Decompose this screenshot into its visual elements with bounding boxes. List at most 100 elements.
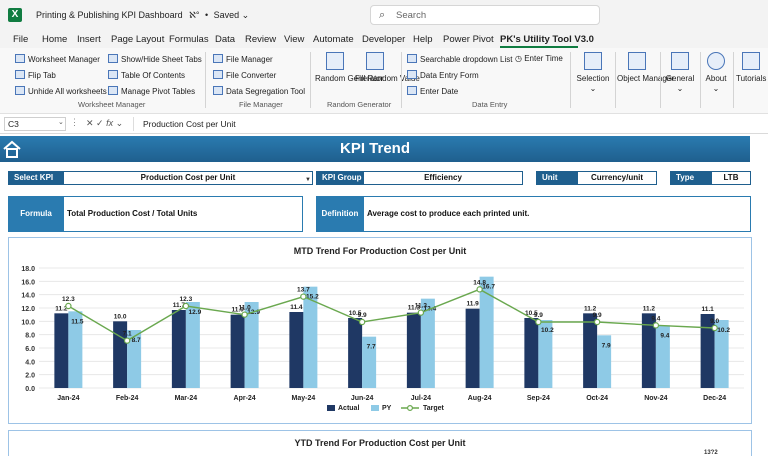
- data-label-py: 10.2: [541, 327, 554, 334]
- bar-actual: [289, 312, 304, 388]
- data-label-target: 9.9: [358, 312, 367, 319]
- ribbon-separator: [401, 52, 402, 108]
- select-kpi-value: Production Cost per Unit: [140, 173, 236, 182]
- tab-pk-utility-tool[interactable]: PK's Utility Tool V3.0: [500, 34, 594, 45]
- legend-label-target: Target: [423, 405, 445, 412]
- data-label-actual: 11.4: [290, 304, 303, 311]
- tab-file[interactable]: File: [13, 34, 29, 45]
- tab-formulas[interactable]: Formulas: [169, 34, 209, 45]
- kpi-group-value: Efficiency: [363, 171, 523, 185]
- tab-developer[interactable]: Developer: [362, 34, 406, 45]
- group-label-file-manager: File Manager: [239, 100, 283, 109]
- table-of-contents-label: Table Of Contents: [121, 71, 186, 80]
- mtd-chart[interactable]: MTD Trend For Production Cost per Unit 0…: [8, 237, 752, 424]
- legend-marker-target: [407, 405, 414, 412]
- excel-icon: X: [8, 8, 22, 22]
- table-of-contents-button[interactable]: Table Of Contents: [108, 70, 185, 80]
- select-kpi-dropdown[interactable]: Production Cost per Unit ▼: [63, 171, 313, 185]
- enter-date-label: Enter Date: [420, 87, 459, 96]
- tab-review[interactable]: Review: [245, 34, 277, 45]
- bar-py: [714, 320, 729, 388]
- file-converter-button[interactable]: File Converter: [213, 70, 276, 80]
- tab-view[interactable]: View: [284, 34, 305, 45]
- formula-actions[interactable]: ✕ ✓ fx ⌄: [86, 118, 124, 128]
- point-target: [535, 318, 542, 326]
- tab-help[interactable]: Help: [413, 34, 433, 45]
- tab-home[interactable]: Home: [42, 34, 68, 45]
- enter-date-button[interactable]: Enter Date: [407, 86, 458, 96]
- show-hide-tabs-icon: [108, 54, 118, 63]
- tab-automate[interactable]: Automate: [313, 34, 354, 45]
- unhide-all-button[interactable]: Unhide All worksheets: [15, 86, 107, 96]
- data-label-target: 9.0: [710, 318, 719, 325]
- general-button[interactable]: General ⌄: [662, 74, 698, 94]
- ribbon-separator: [733, 52, 734, 108]
- y-tick-label: 6.0: [25, 346, 35, 353]
- table-of-contents-icon: [108, 70, 118, 79]
- data-segregation-button[interactable]: Data Segregation Tool: [213, 86, 305, 96]
- about-button[interactable]: About ⌄: [700, 74, 732, 94]
- point-target: [123, 337, 131, 344]
- legend-swatch-actual: [327, 405, 335, 411]
- tab-page-layout[interactable]: Page Layout: [111, 34, 165, 45]
- manage-pivot-tables-button[interactable]: Manage Pivot Tables: [108, 86, 195, 96]
- data-segregation-icon: [213, 86, 223, 95]
- tutorials-download-button[interactable]: Tutorials Downlo: [736, 74, 768, 83]
- bar-py: [68, 311, 83, 388]
- data-label-py: 12.9: [189, 309, 202, 316]
- type-label: Type: [670, 171, 712, 185]
- random-generator-icon: [326, 52, 344, 70]
- home-icon[interactable]: [2, 139, 22, 159]
- data-label-py: 11.5: [71, 318, 84, 325]
- manage-pivot-tables-label: Manage Pivot Tables: [121, 87, 196, 96]
- bar-actual: [54, 313, 69, 388]
- random-generator-button[interactable]: Random Generator: [315, 74, 384, 83]
- ytd-chart[interactable]: YTD Trend For Production Cost per Unit 1…: [8, 430, 752, 456]
- tab-data[interactable]: Data: [215, 34, 236, 45]
- name-box-dropdown-icon[interactable]: ⌄: [58, 119, 64, 126]
- document-name: Printing & Publishing KPI Dashboard: [36, 10, 183, 20]
- x-tick-label: Jul-24: [411, 395, 431, 402]
- show-hide-tabs-button[interactable]: Show/Hide Sheet Tabs: [108, 54, 202, 64]
- worksheet-manager-button[interactable]: Worksheet Manager: [15, 54, 100, 64]
- tutorials-icon: [742, 52, 760, 70]
- y-tick-label: 16.0: [21, 279, 35, 286]
- file-manager-button[interactable]: File Manager: [213, 54, 273, 64]
- type-value: LTB: [711, 171, 751, 185]
- worksheet-manager-icon: [15, 54, 25, 63]
- x-tick-label: Nov-24: [644, 395, 667, 402]
- object-manager-icon: [628, 52, 646, 70]
- selection-button[interactable]: Selection ⌄: [574, 74, 612, 94]
- select-kpi-label: Select KPI: [8, 171, 64, 185]
- data-label-py: 16.7: [482, 284, 495, 291]
- data-label-target: 9.9: [593, 312, 602, 319]
- fill-random-value-button[interactable]: Fill Random Value: [355, 74, 420, 83]
- document-title: Printing & Publishing KPI Dashboard ℵ° •…: [36, 10, 249, 21]
- bar-py: [655, 325, 670, 388]
- chevron-down-icon[interactable]: ⌄: [241, 10, 250, 20]
- manage-pivot-tables-icon: [108, 86, 118, 95]
- object-manager-button[interactable]: Object Manager: [617, 74, 674, 83]
- ribbon-separator: [615, 52, 616, 108]
- dropdown-arrow-icon[interactable]: ▼: [305, 177, 311, 183]
- search-box[interactable]: ⌕ Search: [370, 5, 600, 25]
- name-box[interactable]: C3: [4, 117, 66, 131]
- more-options-icon[interactable]: ⋮: [70, 117, 79, 127]
- data-label-target: 7.1: [123, 331, 132, 338]
- x-tick-label: Feb-24: [116, 395, 139, 402]
- group-label-worksheet-manager: Worksheet Manager: [78, 100, 146, 109]
- searchable-dropdown-button[interactable]: Searchable dropdown List: [407, 54, 513, 64]
- enter-time-button[interactable]: ◷ Enter Time: [515, 54, 563, 63]
- data-entry-form-icon: [407, 70, 417, 79]
- data-entry-form-button[interactable]: Data Entry Form: [407, 70, 479, 80]
- divider: [133, 117, 134, 131]
- formula-value[interactable]: Production Cost per Unit: [143, 119, 236, 129]
- flip-tab-button[interactable]: Flip Tab: [15, 70, 56, 80]
- point-target: [182, 302, 190, 310]
- x-tick-label: Apr-24: [234, 395, 256, 402]
- tab-insert[interactable]: Insert: [77, 34, 101, 45]
- tab-power-pivot[interactable]: Power Pivot: [443, 34, 494, 45]
- active-tab-indicator: [500, 46, 578, 48]
- bar-actual: [406, 312, 421, 388]
- data-label-target: 13.7: [297, 287, 310, 294]
